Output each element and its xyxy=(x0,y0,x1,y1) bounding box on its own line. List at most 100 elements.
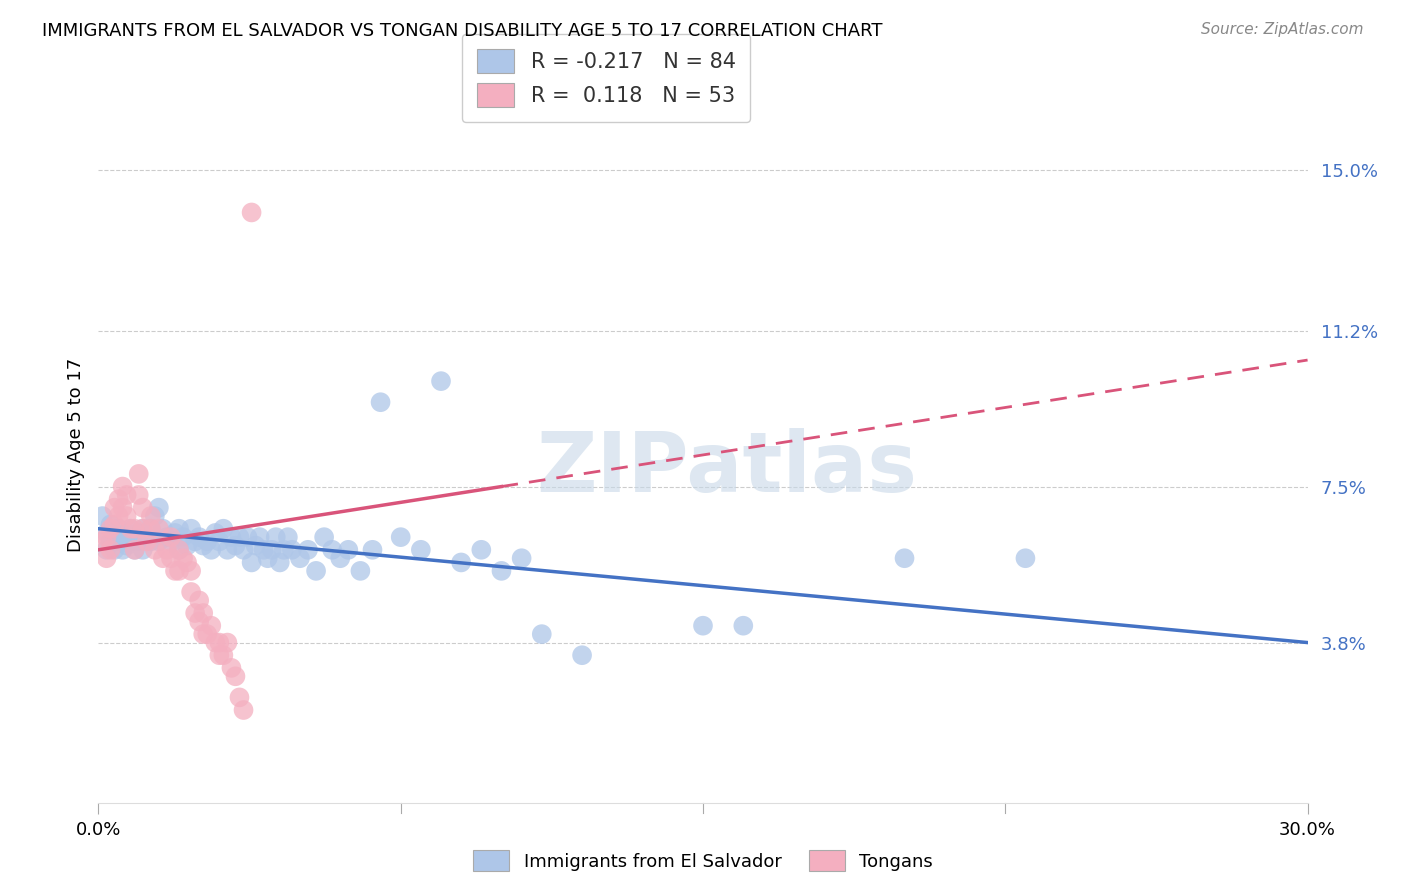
Point xyxy=(139,522,162,536)
Point xyxy=(193,539,215,553)
Point xyxy=(200,618,222,632)
Point xyxy=(172,530,194,544)
Point xyxy=(314,530,336,544)
Point xyxy=(180,522,202,536)
Point xyxy=(160,534,183,549)
Point xyxy=(321,542,343,557)
Point xyxy=(100,522,122,536)
Point xyxy=(120,534,142,549)
Point xyxy=(571,648,593,663)
Legend: Immigrants from El Salvador, Tongans: Immigrants from El Salvador, Tongans xyxy=(465,843,941,879)
Point xyxy=(692,618,714,632)
Point xyxy=(228,530,250,544)
Point xyxy=(143,542,166,557)
Point xyxy=(193,627,215,641)
Point xyxy=(120,522,142,536)
Point xyxy=(143,509,166,524)
Point xyxy=(260,542,283,557)
Point xyxy=(176,539,198,553)
Point xyxy=(156,542,179,557)
Text: ZIPatlas: ZIPatlas xyxy=(537,428,918,509)
Point xyxy=(115,525,138,540)
Point xyxy=(253,542,276,557)
Point xyxy=(281,542,304,557)
Point xyxy=(288,551,311,566)
Point xyxy=(91,509,114,524)
Point xyxy=(115,539,138,553)
Point xyxy=(91,534,114,549)
Point xyxy=(96,525,118,540)
Point xyxy=(510,551,533,566)
Point xyxy=(124,530,146,544)
Point xyxy=(1014,551,1036,566)
Point xyxy=(172,551,194,566)
Point xyxy=(195,534,218,549)
Point xyxy=(245,539,267,553)
Point xyxy=(111,500,134,515)
Point xyxy=(100,542,122,557)
Point xyxy=(103,500,125,515)
Point xyxy=(221,661,243,675)
Point xyxy=(139,522,162,536)
Point xyxy=(107,492,129,507)
Point xyxy=(221,530,243,544)
Point xyxy=(193,606,215,620)
Point xyxy=(111,530,134,544)
Point xyxy=(256,551,278,566)
Point xyxy=(195,627,218,641)
Point xyxy=(124,542,146,557)
Point xyxy=(132,542,155,557)
Point xyxy=(167,522,190,536)
Text: IMMIGRANTS FROM EL SALVADOR VS TONGAN DISABILITY AGE 5 TO 17 CORRELATION CHART: IMMIGRANTS FROM EL SALVADOR VS TONGAN DI… xyxy=(42,22,883,40)
Point xyxy=(349,564,371,578)
Point xyxy=(111,542,134,557)
Point xyxy=(733,618,755,632)
Point xyxy=(124,542,146,557)
Point xyxy=(148,534,170,549)
Point xyxy=(167,542,190,557)
Point xyxy=(152,551,174,566)
Text: Source: ZipAtlas.com: Source: ZipAtlas.com xyxy=(1201,22,1364,37)
Point xyxy=(188,615,211,629)
Point xyxy=(115,509,138,524)
Point xyxy=(188,593,211,607)
Point xyxy=(128,534,150,549)
Point xyxy=(128,488,150,502)
Point xyxy=(180,585,202,599)
Point xyxy=(264,530,287,544)
Point xyxy=(297,542,319,557)
Point xyxy=(103,525,125,540)
Point xyxy=(277,530,299,544)
Point xyxy=(167,564,190,578)
Point xyxy=(115,488,138,502)
Point xyxy=(217,635,239,649)
Point xyxy=(96,551,118,566)
Point xyxy=(96,542,118,557)
Point xyxy=(111,479,134,493)
Point xyxy=(200,542,222,557)
Point xyxy=(893,551,915,566)
Point xyxy=(232,703,254,717)
Point xyxy=(120,522,142,536)
Point xyxy=(370,395,392,409)
Point xyxy=(491,564,513,578)
Point xyxy=(135,534,157,549)
Point xyxy=(167,542,190,557)
Point xyxy=(269,556,291,570)
Point xyxy=(132,522,155,536)
Point xyxy=(160,530,183,544)
Point xyxy=(156,530,179,544)
Point xyxy=(184,534,207,549)
Point xyxy=(163,564,186,578)
Point xyxy=(135,530,157,544)
Point xyxy=(232,542,254,557)
Point xyxy=(224,669,246,683)
Point xyxy=(337,542,360,557)
Point xyxy=(204,635,226,649)
Point xyxy=(139,509,162,524)
Point xyxy=(107,509,129,524)
Point xyxy=(100,534,122,549)
Point xyxy=(361,542,384,557)
Point xyxy=(128,467,150,481)
Point xyxy=(180,564,202,578)
